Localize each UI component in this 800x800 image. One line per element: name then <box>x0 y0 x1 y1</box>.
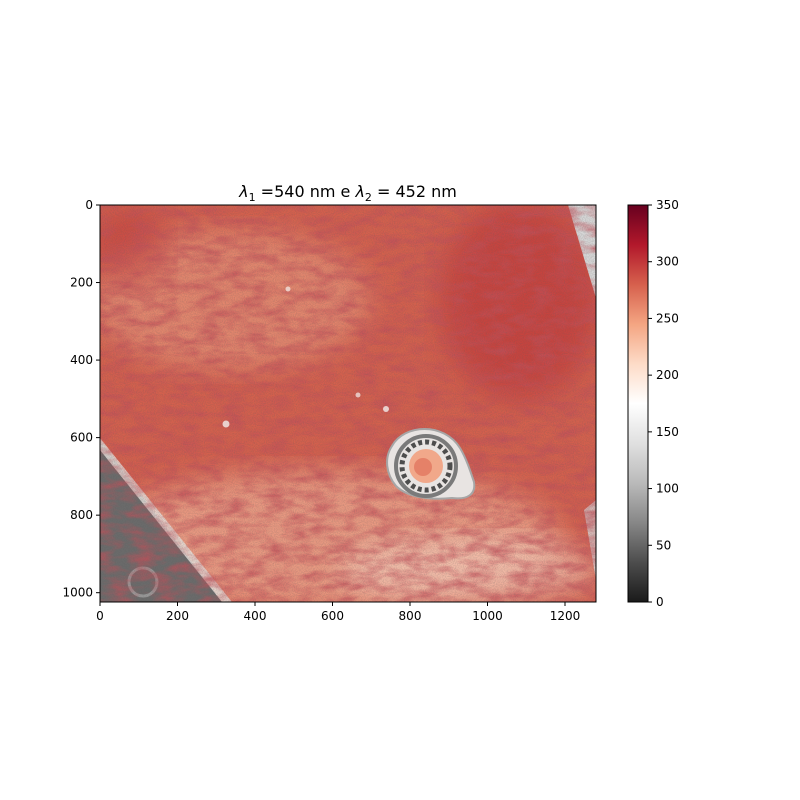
y-tick-label: 1000 <box>62 586 93 600</box>
title-tail: = 452 nm <box>372 182 457 201</box>
ring-outer <box>394 434 458 498</box>
colorbar-tick-label: 200 <box>656 368 679 382</box>
colorbar-axis: 0 50 100 150 200 250 300 350 <box>648 198 679 609</box>
y-tick-label: 400 <box>70 353 93 367</box>
y-tick-label: 200 <box>70 276 93 290</box>
title-sub2: 2 <box>365 191 372 204</box>
x-tick-label: 0 <box>96 609 104 623</box>
x-axis: 0 200 400 600 800 1000 1200 <box>96 602 580 623</box>
heatmap-ring-feature <box>386 428 476 500</box>
heatmap-spot <box>383 406 389 412</box>
colorbar-tick-label: 350 <box>656 198 679 212</box>
colorbar-tick-label: 300 <box>656 255 679 269</box>
x-tick-label: 800 <box>399 609 422 623</box>
colorbar-tick-label: 50 <box>656 538 671 552</box>
title-mid: =540 nm e <box>256 182 356 201</box>
chart-title: λ1 =540 nm e λ2 = 452 nm <box>238 182 457 204</box>
ring-mid <box>399 439 453 493</box>
colorbar-tick-label: 250 <box>656 311 679 325</box>
title-sub1: 1 <box>249 191 256 204</box>
title-lambda1: λ <box>238 182 248 201</box>
y-tick-label: 800 <box>70 508 93 522</box>
colorbar-tick-label: 100 <box>656 482 679 496</box>
heatmap-spot <box>355 392 361 398</box>
y-tick-label: 0 <box>85 198 93 212</box>
title-lambda2: λ <box>354 182 364 201</box>
y-tick-label: 600 <box>70 431 93 445</box>
heatmap-grain <box>100 205 596 602</box>
x-tick-label: 600 <box>321 609 344 623</box>
colorbar <box>627 204 649 603</box>
x-tick-label: 200 <box>166 609 189 623</box>
heatmap-image <box>100 205 596 602</box>
x-tick-label: 1200 <box>550 609 581 623</box>
heatmap-spot <box>285 286 291 292</box>
x-tick-label: 1000 <box>472 609 503 623</box>
y-axis: 0 200 400 600 800 1000 <box>62 198 100 600</box>
colorbar-tick-label: 0 <box>656 595 664 609</box>
plot-frame <box>99 204 597 603</box>
ring-center <box>414 458 432 476</box>
heatmap-spot <box>222 420 230 428</box>
x-tick-label: 400 <box>244 609 267 623</box>
colorbar-tick-label: 150 <box>656 425 679 439</box>
